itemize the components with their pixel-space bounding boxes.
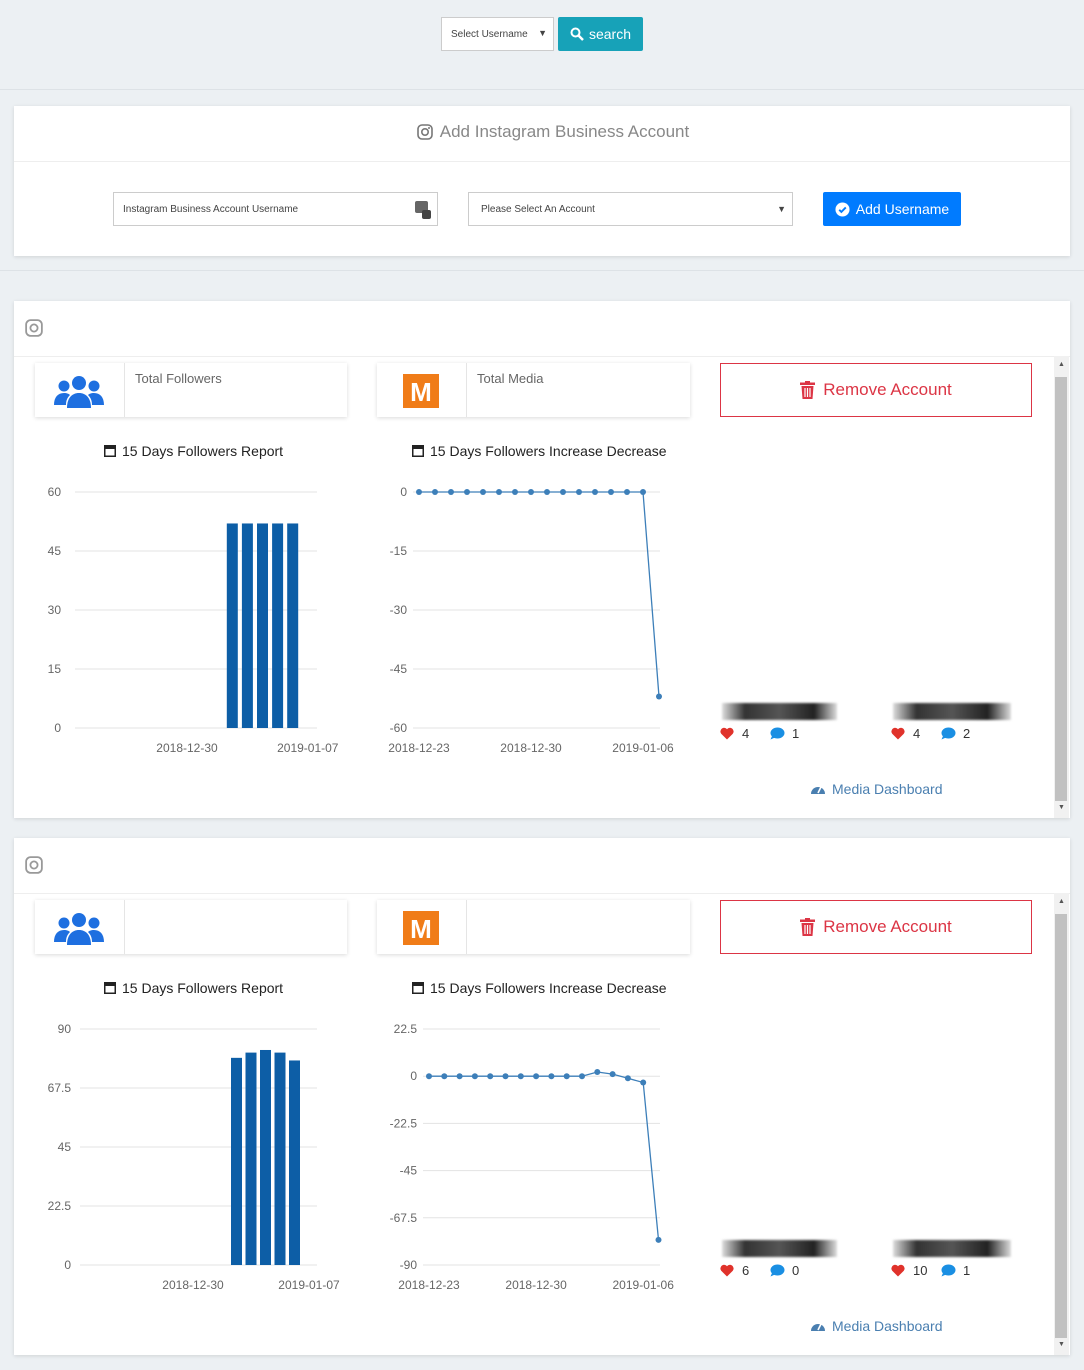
comments-count: 1	[963, 1263, 971, 1278]
svg-text:M: M	[410, 377, 432, 407]
comment-icon	[941, 1264, 956, 1277]
scrollbar[interactable]: ▲ ▼	[1054, 356, 1069, 818]
trash-icon	[800, 381, 816, 399]
comment-icon	[770, 727, 785, 740]
media-icon: M	[403, 374, 439, 408]
remove-account-button[interactable]: Remove Account	[720, 363, 1032, 417]
media-thumbnail[interactable]	[893, 1240, 1011, 1257]
heart-icon	[720, 727, 734, 740]
scrollbar[interactable]: ▲ ▼	[1054, 893, 1069, 1355]
likes-count: 6	[742, 1263, 750, 1278]
comment-icon	[941, 727, 956, 740]
likes-count: 4	[742, 726, 750, 741]
search-label: search	[588, 26, 632, 42]
heart-icon	[891, 1264, 905, 1277]
input-placeholder: Instagram Business Account Username	[123, 203, 299, 215]
check-icon	[835, 201, 850, 217]
remove-account-button[interactable]: Remove Account	[720, 900, 1032, 954]
heart-icon	[720, 1264, 734, 1277]
divider	[14, 356, 1070, 357]
media-dashboard-link[interactable]: Media Dashboard	[810, 781, 943, 797]
box-divider	[466, 900, 467, 954]
comments-count: 2	[963, 726, 971, 741]
comments-count: 1	[792, 726, 800, 741]
account-select[interactable]: Please Select An Account ▼	[468, 192, 793, 226]
dashboard-icon	[811, 786, 825, 794]
scroll-down[interactable]: ▼	[1058, 1341, 1065, 1348]
input-icon	[415, 201, 431, 219]
trash-icon	[800, 918, 816, 936]
box-divider	[124, 363, 125, 417]
instagram-icon	[25, 319, 43, 337]
add-account-title: Add Instagram Business Account	[439, 122, 690, 141]
top-bar: Select Username ▼ search	[0, 0, 1084, 90]
divider	[14, 893, 1070, 894]
scroll-thumb[interactable]	[1055, 914, 1067, 1338]
media-dashboard-label: Media Dashboard	[832, 1318, 943, 1334]
remove-label: Remove Account	[823, 380, 952, 399]
caret: ▼	[777, 204, 786, 214]
username-input[interactable]: Instagram Business Account Username	[113, 192, 438, 226]
svg-text:M: M	[410, 914, 432, 944]
followers-box	[35, 900, 347, 954]
select-text: Select Username	[451, 28, 528, 40]
people-icon	[54, 913, 104, 945]
scroll-up[interactable]: ▲	[1058, 361, 1065, 368]
comment-icon	[770, 1264, 785, 1277]
add-account-header: Add Instagram Business Account	[14, 122, 1084, 142]
instagram-icon	[25, 856, 43, 874]
instagram-icon	[416, 124, 433, 140]
add-account-card: Add Instagram Business Account Instagram…	[14, 106, 1070, 256]
followers-label: Total Followers	[135, 371, 222, 386]
media-icon: M	[403, 911, 439, 945]
media-dashboard-label: Media Dashboard	[832, 781, 943, 797]
scroll-down[interactable]: ▼	[1058, 804, 1065, 811]
media-box: M	[377, 900, 690, 954]
media-box: M Total Media	[377, 363, 690, 417]
section-divider	[0, 270, 1084, 271]
media-thumbnail[interactable]	[722, 1240, 837, 1257]
people-icon	[54, 376, 104, 408]
scroll-up[interactable]: ▲	[1058, 898, 1065, 905]
box-divider	[466, 363, 467, 417]
username-select[interactable]: Select Username ▼	[441, 17, 554, 51]
add-username-label: Add Username	[855, 201, 950, 217]
media-dashboard-link[interactable]: Media Dashboard	[810, 1318, 943, 1334]
account-card: Total Followers M Total Media Remove Acc…	[14, 301, 1070, 818]
divider	[14, 161, 1070, 162]
box-divider	[124, 900, 125, 954]
account-select-text: Please Select An Account	[481, 203, 595, 215]
followers-box: Total Followers	[35, 363, 347, 417]
media-thumbnail[interactable]	[722, 703, 837, 720]
media-thumbnail[interactable]	[893, 703, 1011, 720]
media-stats: 10 1	[891, 1263, 970, 1278]
likes-count: 10	[913, 1263, 928, 1278]
remove-label: Remove Account	[823, 917, 952, 936]
scroll-thumb[interactable]	[1055, 377, 1067, 801]
comments-count: 0	[792, 1263, 800, 1278]
caret: ▼	[538, 28, 547, 38]
media-label: Total Media	[477, 371, 544, 386]
search-icon	[570, 27, 584, 41]
likes-count: 4	[913, 726, 921, 741]
dashboard-icon	[811, 1323, 825, 1331]
add-username-button[interactable]: Add Username	[823, 192, 961, 226]
search-button[interactable]: search	[558, 17, 643, 51]
heart-icon	[891, 727, 905, 740]
